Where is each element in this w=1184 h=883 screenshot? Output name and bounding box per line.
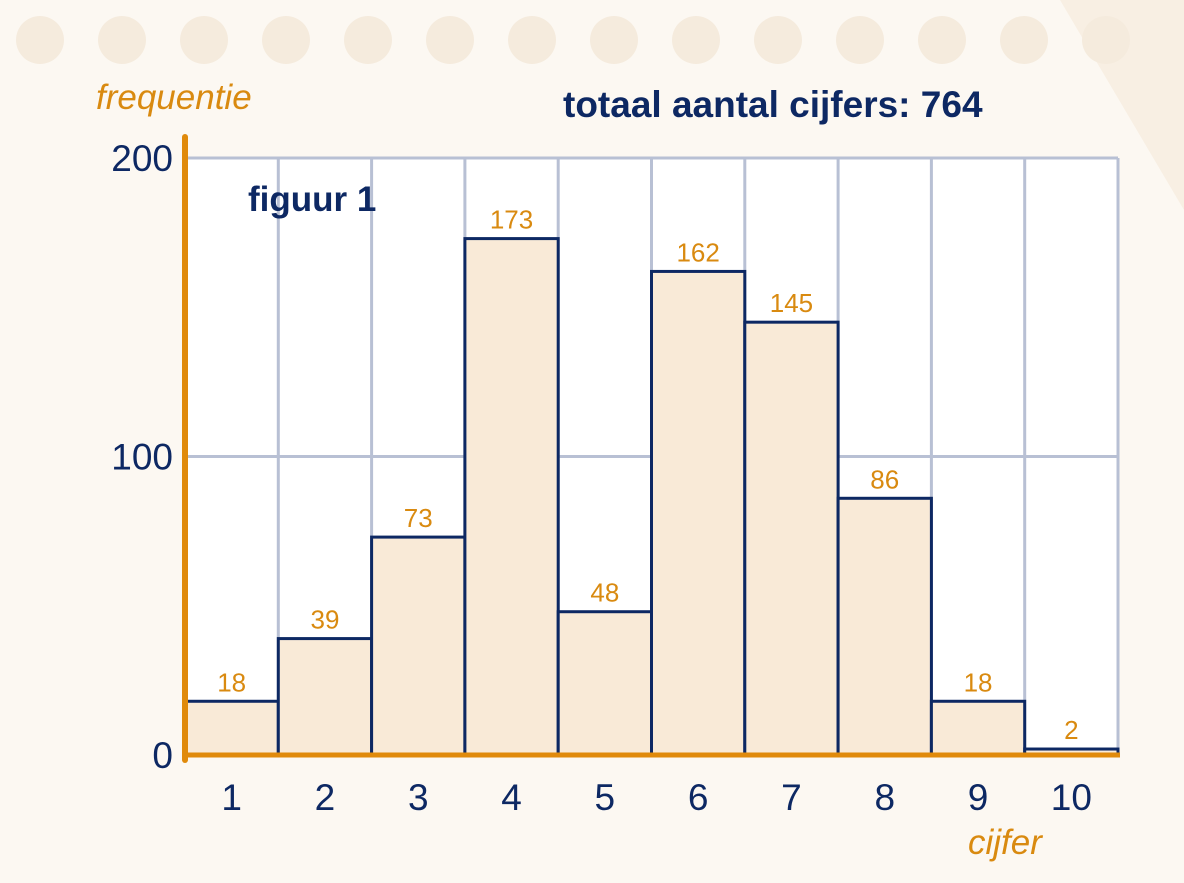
x-tick-label: 5 — [595, 777, 616, 818]
bar — [463, 237, 560, 757]
scallop-shape — [508, 16, 556, 64]
chart-title: totaal aantal cijfers: 764 — [563, 84, 983, 125]
y-tick-label: 200 — [111, 138, 173, 179]
scallop-shape — [1082, 16, 1130, 64]
x-tick-label: 10 — [1051, 777, 1092, 818]
x-tick-label: 9 — [968, 777, 989, 818]
bar-value-label: 162 — [676, 237, 719, 267]
value-labels-group: 18 39 73 173 48 162 145 86 18 2 — [217, 205, 1078, 745]
bar — [650, 269, 747, 757]
bar-value-label: 173 — [490, 205, 533, 235]
bar-value-label: 2 — [1064, 715, 1078, 745]
x-tick-label: 8 — [874, 777, 895, 818]
scallop-shape — [98, 16, 146, 64]
bar-value-label: 48 — [590, 578, 619, 608]
bar — [183, 699, 280, 757]
figure-label: figuur 1 — [248, 180, 376, 219]
y-tick-label: 100 — [111, 437, 173, 478]
bar-value-label: 39 — [310, 605, 339, 635]
x-tick-label: 4 — [501, 777, 522, 818]
scallop-shape — [426, 16, 474, 64]
x-tick-label: 6 — [688, 777, 709, 818]
x-tick-label: 1 — [221, 777, 242, 818]
bar — [556, 610, 654, 757]
bar — [370, 535, 467, 757]
scallop-shape — [16, 16, 64, 64]
y-tick-label: 0 — [152, 735, 173, 776]
x-tick-label: 3 — [408, 777, 429, 818]
bar-value-label: 73 — [404, 503, 433, 533]
scallop-shape — [918, 16, 966, 64]
bar-value-label: 145 — [770, 288, 813, 318]
y-tick-labels-group: 0 100 200 — [111, 138, 173, 776]
scallop-shape — [180, 16, 228, 64]
scallop-shape — [1000, 16, 1048, 64]
bar-value-label: 86 — [870, 464, 899, 494]
bar — [929, 699, 1027, 757]
scallop-shape — [672, 16, 720, 64]
x-tick-label: 2 — [315, 777, 336, 818]
scallop-shape — [590, 16, 638, 64]
bars-group — [183, 237, 1120, 757]
bar — [276, 637, 374, 757]
x-axis-title: cijfer — [968, 823, 1043, 862]
scallop-shape — [754, 16, 802, 64]
scallop-shape — [836, 16, 884, 64]
bar — [836, 496, 933, 757]
bar-value-label: 18 — [964, 667, 993, 697]
bar-value-label: 18 — [217, 667, 246, 697]
x-tick-labels-group: 1 2 3 4 5 6 7 8 9 10 — [221, 777, 1092, 818]
bar — [743, 320, 840, 757]
scallop-border — [16, 16, 1130, 64]
scallop-shape — [344, 16, 392, 64]
x-tick-label: 7 — [781, 777, 802, 818]
scallop-shape — [262, 16, 310, 64]
y-axis-title: frequentie — [96, 78, 252, 117]
